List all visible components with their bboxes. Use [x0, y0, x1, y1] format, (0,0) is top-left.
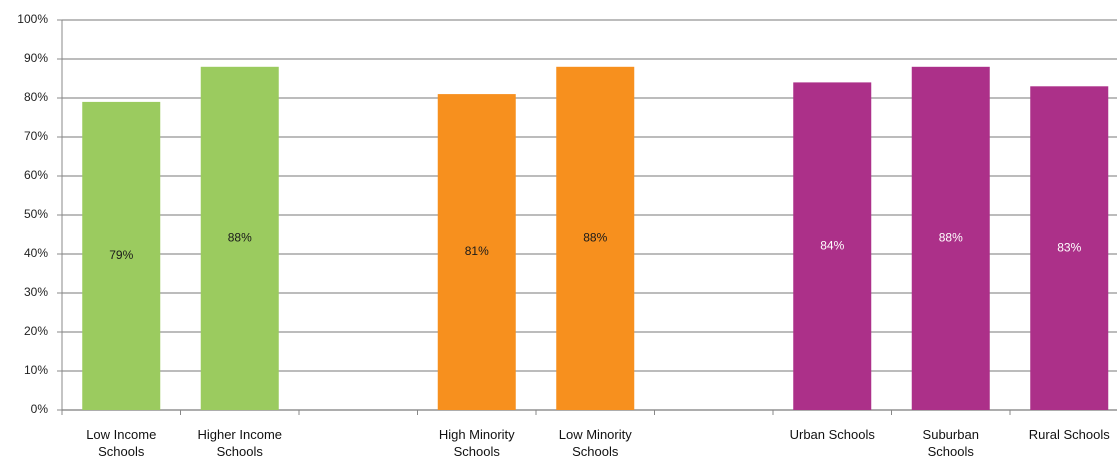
bar — [200, 66, 279, 411]
y-tick-label: 100% — [17, 12, 48, 26]
x-tick-label: Rural Schools — [1028, 427, 1110, 442]
y-tick-label: 60% — [24, 168, 48, 182]
y-tick-label: 90% — [24, 51, 48, 65]
x-tick-label: Higher Income Schools — [197, 427, 283, 459]
x-tick-label: High Minority Schools — [438, 427, 515, 459]
y-tick-label: 50% — [24, 207, 48, 221]
data-label: 79% — [109, 248, 133, 262]
x-tick-label: Urban Schools — [789, 427, 875, 442]
data-label: 84% — [820, 238, 844, 252]
y-tick-label: 70% — [24, 129, 48, 143]
x-tick-label: Low Minority Schools — [558, 427, 632, 459]
y-tick-label: 40% — [24, 246, 48, 260]
x-tick-label: Suburban Schools — [922, 427, 979, 459]
bar — [556, 66, 635, 411]
y-tick-label: 0% — [31, 402, 49, 416]
data-label: 88% — [228, 231, 252, 245]
data-label: 83% — [1057, 240, 1081, 254]
data-label: 88% — [583, 231, 607, 245]
y-tick-label: 10% — [24, 363, 48, 377]
y-tick-label: 80% — [24, 90, 48, 104]
x-tick-label: Low Income Schools — [86, 427, 157, 459]
bar — [911, 66, 990, 411]
bar — [1030, 86, 1109, 411]
data-label: 81% — [465, 244, 489, 258]
y-tick-label: 20% — [24, 324, 48, 338]
bar — [437, 94, 516, 410]
data-label: 88% — [939, 231, 963, 245]
bar — [82, 101, 161, 411]
y-tick-label: 30% — [24, 285, 48, 299]
bar — [793, 82, 872, 411]
